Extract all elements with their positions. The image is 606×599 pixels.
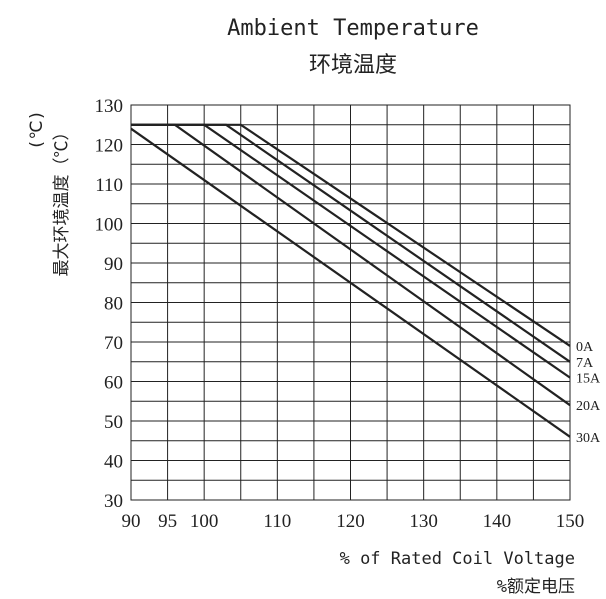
x-tick-label: 130 (409, 511, 438, 532)
y-tick-label: 60 (104, 373, 123, 394)
series-line-20a (131, 123, 571, 407)
x-tick-label: 90 (122, 511, 141, 532)
chart-title: Ambient Temperature (227, 16, 479, 41)
series-label-30a: 30A (576, 431, 601, 446)
y-tick-label: 30 (104, 491, 123, 512)
x-tick-labels: 90 95 100 110 120 130 140 150 (122, 511, 585, 532)
y-tick-labels: 30 40 50 60 70 80 90 100 110 120 130 (95, 96, 124, 512)
y-axis-label: 最大环境温度（℃） (52, 124, 72, 277)
x-axis-label: % of Rated Coil Voltage (340, 549, 575, 569)
y-tick-label: 80 (104, 294, 123, 315)
x-tick-label: 110 (263, 511, 291, 532)
y-tick-label: 90 (104, 254, 123, 275)
y-tick-label: 40 (104, 452, 123, 473)
series-label-7a: 7A (576, 356, 594, 371)
series-label-0a: 0A (576, 340, 594, 355)
x-tick-label: 100 (190, 511, 219, 532)
y-axis-unit: (℃) (27, 110, 47, 150)
chart-subtitle: 环境温度 (309, 53, 397, 78)
y-tick-label: 100 (95, 215, 124, 236)
y-tick-label: 70 (104, 333, 123, 354)
x-tick-label: 95 (158, 511, 177, 532)
y-tick-label: 120 (95, 136, 124, 157)
x-tick-label: 120 (336, 511, 365, 532)
y-tick-label: 50 (104, 412, 123, 433)
series-line-30a (130, 127, 571, 438)
grid (130, 104, 571, 501)
x-tick-label: 150 (556, 511, 585, 532)
series-label-15a: 15A (576, 372, 601, 387)
x-tick-label: 140 (483, 511, 512, 532)
series-label-20a: 20A (576, 399, 601, 414)
y-tick-label: 130 (95, 96, 124, 117)
y-tick-label: 110 (95, 175, 123, 196)
x-axis-label-cn: %额定电压 (497, 577, 575, 597)
series-lines (130, 123, 571, 438)
